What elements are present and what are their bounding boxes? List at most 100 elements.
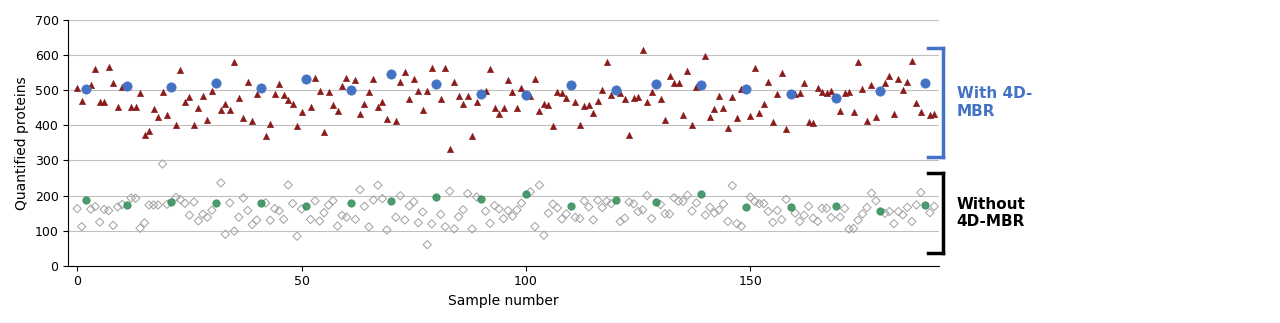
Point xyxy=(260,218,280,223)
Point xyxy=(646,200,667,205)
Point xyxy=(582,217,603,223)
Point xyxy=(664,195,685,200)
Point xyxy=(156,202,177,207)
Point xyxy=(623,201,644,206)
Point xyxy=(484,105,504,110)
Point xyxy=(803,121,823,126)
Point xyxy=(412,108,433,113)
Point xyxy=(471,197,492,202)
Point xyxy=(573,103,594,109)
Point xyxy=(758,209,778,214)
Point xyxy=(116,202,137,207)
Point xyxy=(767,91,787,96)
Point xyxy=(763,220,783,225)
Point xyxy=(435,224,456,229)
Point xyxy=(847,59,868,65)
Point xyxy=(879,73,900,78)
Point xyxy=(731,86,751,91)
Point xyxy=(251,86,271,91)
Point xyxy=(143,203,164,208)
Point xyxy=(193,93,214,99)
Point xyxy=(435,65,456,70)
Point xyxy=(602,201,622,206)
Point xyxy=(641,89,662,95)
Point xyxy=(677,68,698,73)
Point xyxy=(408,220,429,225)
Point xyxy=(390,80,411,85)
Point xyxy=(588,99,608,104)
Point xyxy=(337,214,357,220)
Point xyxy=(314,130,334,135)
Point xyxy=(897,79,918,85)
Point xyxy=(381,72,402,77)
Point xyxy=(596,59,617,64)
Point xyxy=(623,96,644,101)
Point xyxy=(596,199,617,204)
Point xyxy=(552,90,572,96)
Point xyxy=(188,106,209,111)
Point xyxy=(892,212,913,217)
Point xyxy=(269,208,289,213)
Point xyxy=(704,210,724,215)
Point xyxy=(865,114,886,119)
Point xyxy=(646,81,667,87)
Point xyxy=(754,201,774,206)
Point xyxy=(641,216,662,221)
Point xyxy=(170,197,191,202)
Point xyxy=(799,119,819,124)
Point xyxy=(174,201,195,206)
Point xyxy=(785,92,805,97)
Point xyxy=(340,88,361,93)
Point xyxy=(319,203,339,208)
Point xyxy=(193,212,214,217)
Point xyxy=(81,207,101,212)
Point xyxy=(727,116,748,121)
Point xyxy=(525,77,545,82)
Point xyxy=(381,199,402,204)
Point xyxy=(502,89,522,94)
Point xyxy=(772,70,792,75)
Point xyxy=(812,206,832,211)
Point xyxy=(417,242,438,247)
Point xyxy=(664,81,685,86)
Point xyxy=(278,182,298,188)
Point xyxy=(183,199,204,204)
Point xyxy=(152,89,173,94)
Point xyxy=(471,91,492,97)
Point xyxy=(332,213,352,218)
Point xyxy=(376,117,397,122)
Y-axis label: Quantified proteins: Quantified proteins xyxy=(15,76,29,210)
Point xyxy=(498,78,518,83)
Point xyxy=(224,229,244,234)
Point xyxy=(403,199,424,204)
Point xyxy=(892,88,913,93)
Point xyxy=(906,202,927,207)
Point xyxy=(408,89,429,94)
Point xyxy=(829,109,850,114)
Point xyxy=(888,77,909,82)
X-axis label: Sample number: Sample number xyxy=(448,294,559,308)
Point xyxy=(529,182,549,188)
Point xyxy=(722,183,742,188)
Point xyxy=(197,215,218,220)
Point xyxy=(516,192,536,197)
Point xyxy=(72,98,92,103)
Point xyxy=(76,198,96,203)
Point xyxy=(364,197,384,203)
Point xyxy=(238,208,259,213)
Point xyxy=(785,211,805,216)
Point xyxy=(310,218,330,224)
Point xyxy=(695,213,716,218)
Point xyxy=(740,194,760,200)
Point xyxy=(817,90,837,96)
Point xyxy=(700,205,721,210)
Point xyxy=(852,211,873,216)
Point xyxy=(493,105,513,110)
Point xyxy=(301,217,321,222)
Point xyxy=(870,209,891,214)
Point xyxy=(319,89,339,94)
Point xyxy=(620,200,640,205)
Point xyxy=(874,211,895,216)
Point xyxy=(879,209,900,214)
Point xyxy=(251,200,271,205)
